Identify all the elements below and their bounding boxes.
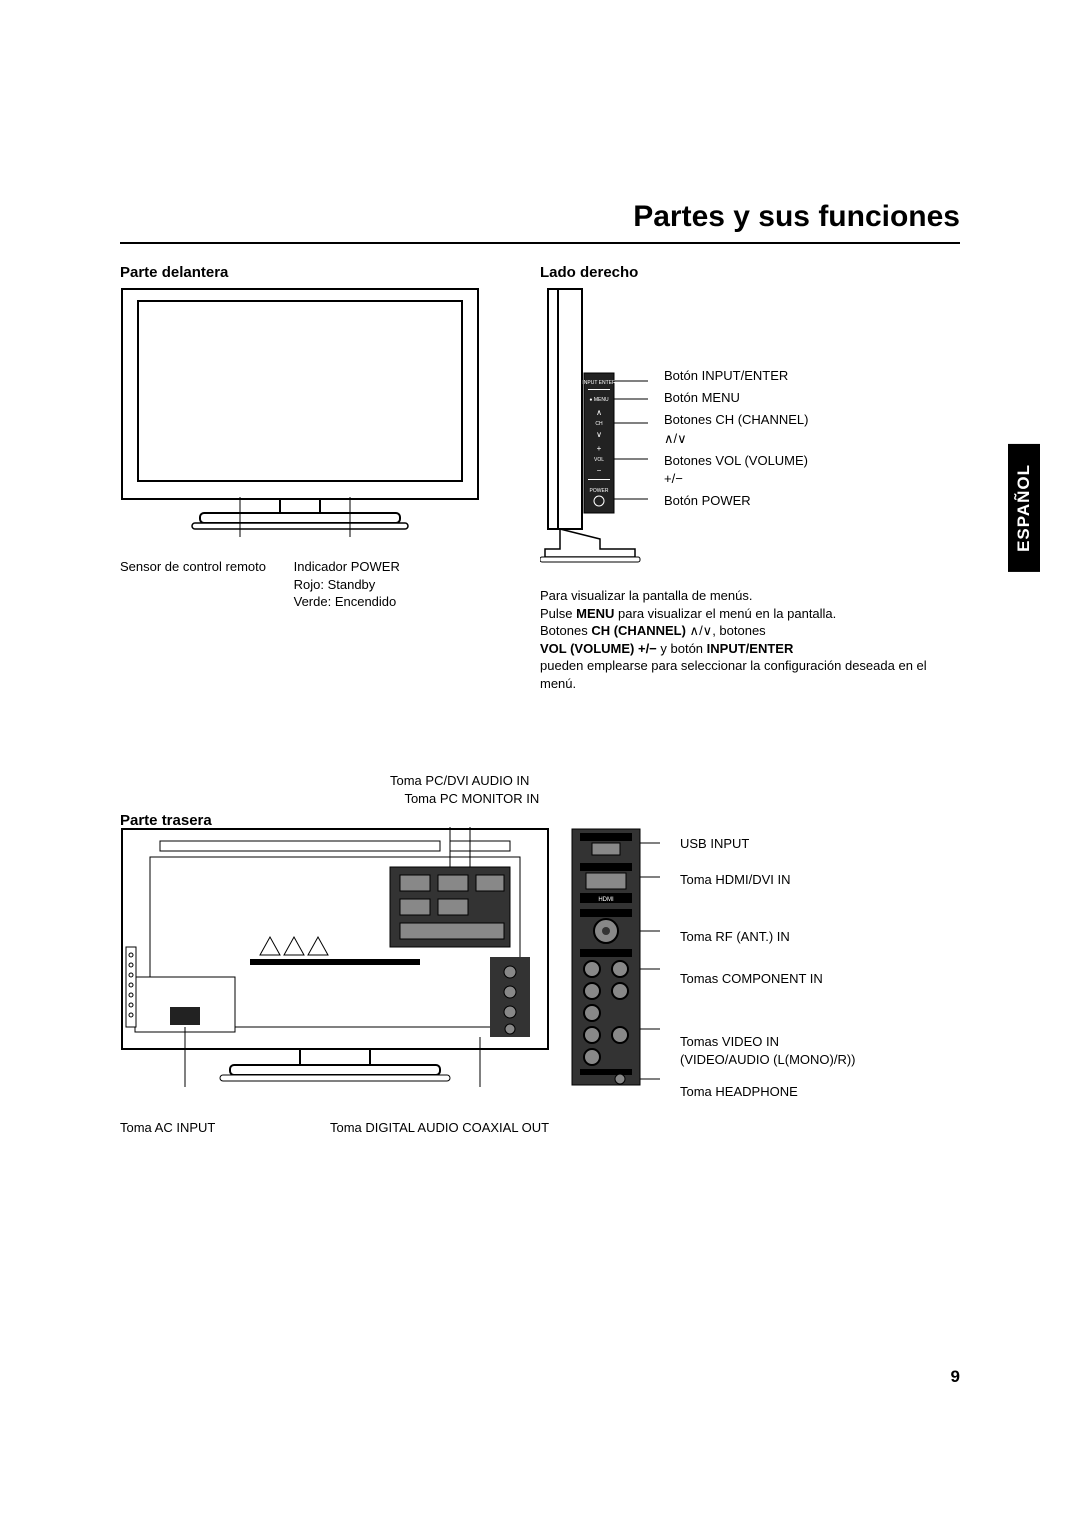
back-label-hdmi: Toma HDMI/DVI IN xyxy=(680,867,856,889)
back-label-ac: Toma AC INPUT xyxy=(120,1120,330,1135)
language-tab: ESPAÑOL xyxy=(1008,444,1040,572)
back-label-rf: Toma RF (ANT.) IN xyxy=(680,902,856,946)
front-indicator-green: Verde: Encendido xyxy=(294,594,397,609)
side-label-vol: Botones VOL (VOLUME)+/− xyxy=(664,452,809,488)
tv-back-diagram xyxy=(120,827,550,1107)
svg-text:HDMI: HDMI xyxy=(598,897,614,903)
back-label-headphone: Toma HEADPHONE xyxy=(680,1083,856,1101)
menu-description: Para visualizar la pantalla de menús. Pu… xyxy=(540,587,960,692)
page-title: Partes y sus funciones xyxy=(120,200,960,244)
back-label-video: Tomas VIDEO IN (VIDEO/AUDIO (L(MONO)/R)) xyxy=(680,1001,856,1068)
svg-text:POWER: POWER xyxy=(590,488,609,494)
tv-front-diagram xyxy=(120,287,480,547)
svg-text:VOL: VOL xyxy=(594,457,604,463)
side-label-power: Botón POWER xyxy=(664,492,809,510)
front-sensor-label: Sensor de control remoto xyxy=(120,558,290,576)
page-number: 9 xyxy=(951,1367,960,1387)
side-label-input: Botón INPUT/ENTER xyxy=(664,367,809,385)
back-label-usb: USB INPUT xyxy=(680,835,856,853)
svg-text:CH: CH xyxy=(595,421,603,427)
svg-text:+: + xyxy=(597,444,602,453)
svg-text:∧: ∧ xyxy=(596,408,602,417)
connector-panel-diagram: HDMI xyxy=(570,827,660,1087)
svg-text:● MENU: ● MENU xyxy=(589,397,609,403)
svg-text:INPUT ENTER: INPUT ENTER xyxy=(582,380,616,386)
tv-side-diagram: INPUT ENTER ● MENU ∧ CH ∨ + VOL − POWER xyxy=(540,287,650,577)
back-heading: Parte trasera xyxy=(120,812,212,829)
side-heading: Lado derecho xyxy=(540,264,960,281)
front-indicator-red: Rojo: Standby xyxy=(294,577,376,592)
svg-text:−: − xyxy=(597,466,602,475)
back-label-digital-out: Toma DIGITAL AUDIO COAXIAL OUT xyxy=(330,1120,549,1135)
svg-text:∨: ∨ xyxy=(596,430,602,439)
front-heading: Parte delantera xyxy=(120,264,500,281)
side-label-ch: Botones CH (CHANNEL)∧/∨ xyxy=(664,411,809,447)
front-indicator-label: Indicador POWER xyxy=(294,559,400,574)
back-top-labels: Toma PC/DVI AUDIO IN Toma PC MONITOR IN xyxy=(390,772,539,807)
side-label-menu: Botón MENU xyxy=(664,389,809,407)
back-label-component: Tomas COMPONENT IN xyxy=(680,960,856,988)
